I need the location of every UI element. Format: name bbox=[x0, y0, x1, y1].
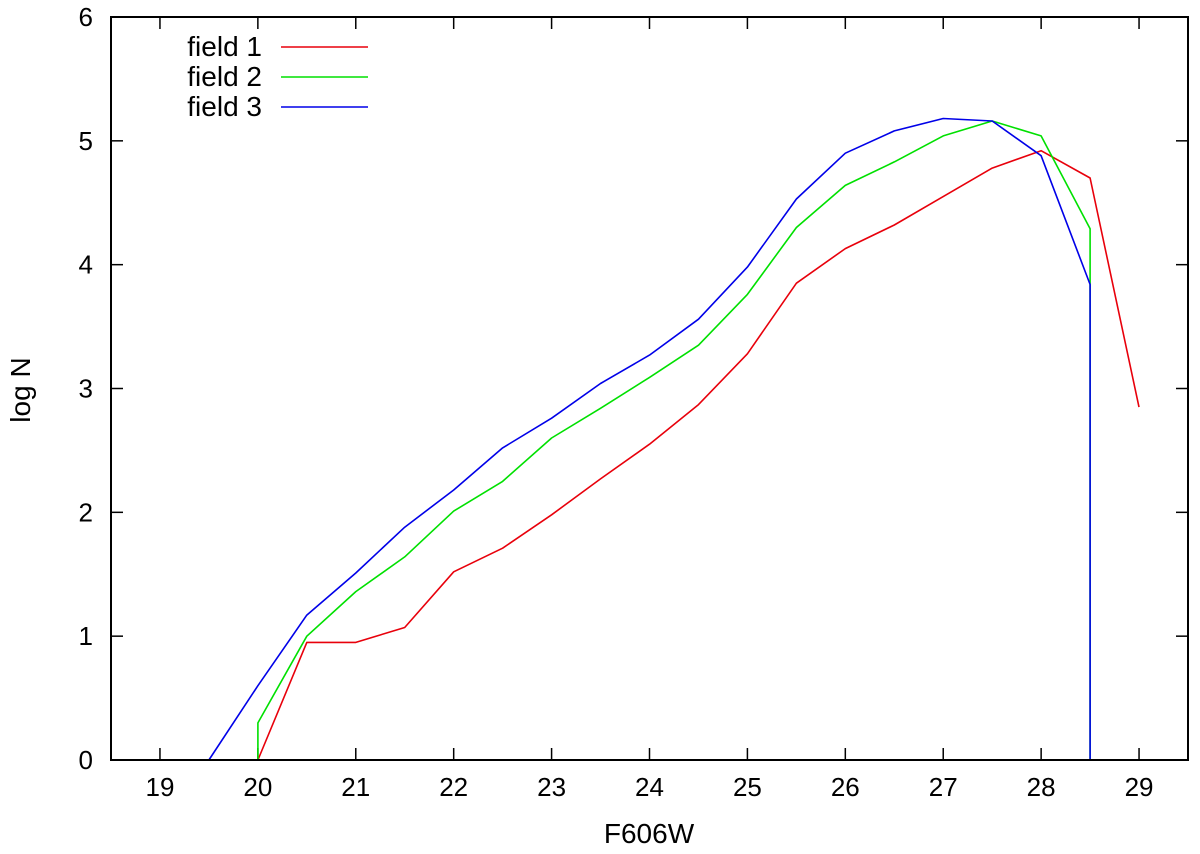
x-tick-label: 24 bbox=[635, 772, 664, 802]
x-tick-label: 27 bbox=[929, 772, 958, 802]
x-tick-label: 28 bbox=[1027, 772, 1056, 802]
x-tick-label: 21 bbox=[341, 772, 370, 802]
x-tick-label: 19 bbox=[145, 772, 174, 802]
y-tick-label: 5 bbox=[79, 126, 93, 156]
legend-label: field 1 bbox=[187, 31, 262, 62]
plot-frame bbox=[110, 16, 1189, 761]
x-tick-label: 20 bbox=[243, 772, 272, 802]
y-tick-label: 4 bbox=[79, 250, 93, 280]
x-axis-label: F606W bbox=[604, 818, 695, 849]
x-tick-label: 22 bbox=[439, 772, 468, 802]
y-tick-label: 0 bbox=[79, 745, 93, 775]
series-line-field-3 bbox=[208, 117, 1091, 761]
y-tick-label: 1 bbox=[79, 621, 93, 651]
y-tick-label: 3 bbox=[79, 374, 93, 404]
x-tick-label: 29 bbox=[1125, 772, 1154, 802]
legend-label: field 2 bbox=[187, 61, 262, 92]
x-tick-label: 23 bbox=[537, 772, 566, 802]
x-tick-label: 26 bbox=[831, 772, 860, 802]
y-axis-label: log N bbox=[5, 357, 36, 422]
y-tick-label: 2 bbox=[79, 497, 93, 527]
series-lines bbox=[208, 117, 1140, 761]
series-line-field-1 bbox=[257, 149, 1140, 761]
series-line-field-2 bbox=[257, 120, 1091, 760]
x-tick-label: 25 bbox=[733, 772, 762, 802]
y-tick-label: 6 bbox=[79, 2, 93, 32]
legend-label: field 3 bbox=[187, 91, 262, 122]
